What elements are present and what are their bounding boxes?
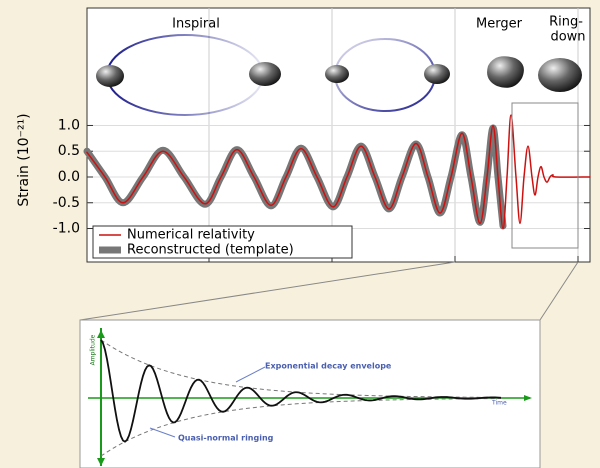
inset-label: Time (491, 400, 507, 407)
legend-label: Numerical relativity (127, 228, 255, 243)
zoom-line (80, 262, 455, 320)
y-tick-label: -1.0 (53, 221, 80, 237)
inset: Exponential decay envelope Quasi-normal … (80, 320, 540, 468)
phase-label: Ring- (549, 15, 583, 30)
y-tick-label: 1.0 (58, 117, 80, 133)
black-hole (424, 64, 450, 84)
phase-label: Merger (476, 17, 523, 32)
phase-label: down (550, 30, 585, 45)
black-hole (325, 65, 349, 83)
inset-label: Exponential decay envelope (265, 362, 392, 371)
inset-label: Amplitude (90, 334, 97, 365)
y-tick-label: -0.5 (53, 195, 80, 211)
black-hole (96, 65, 124, 87)
inset-label: Quasi-normal ringing (178, 434, 274, 443)
zoom-line (540, 262, 578, 320)
black-hole (249, 62, 281, 86)
legend-label: Reconstructed (template) (127, 243, 294, 258)
figure: Inspiral Merger Ring- down Strain (10⁻²¹… (0, 0, 600, 468)
y-tick-label: 0.5 (58, 143, 80, 159)
plot-area (87, 8, 590, 262)
inset-frame (80, 320, 540, 468)
final-black-hole (538, 58, 582, 92)
phase-label: Inspiral (172, 17, 220, 32)
y-axis-label: Strain (10⁻²¹) (16, 113, 32, 206)
y-tick-label: 0.0 (58, 169, 80, 185)
